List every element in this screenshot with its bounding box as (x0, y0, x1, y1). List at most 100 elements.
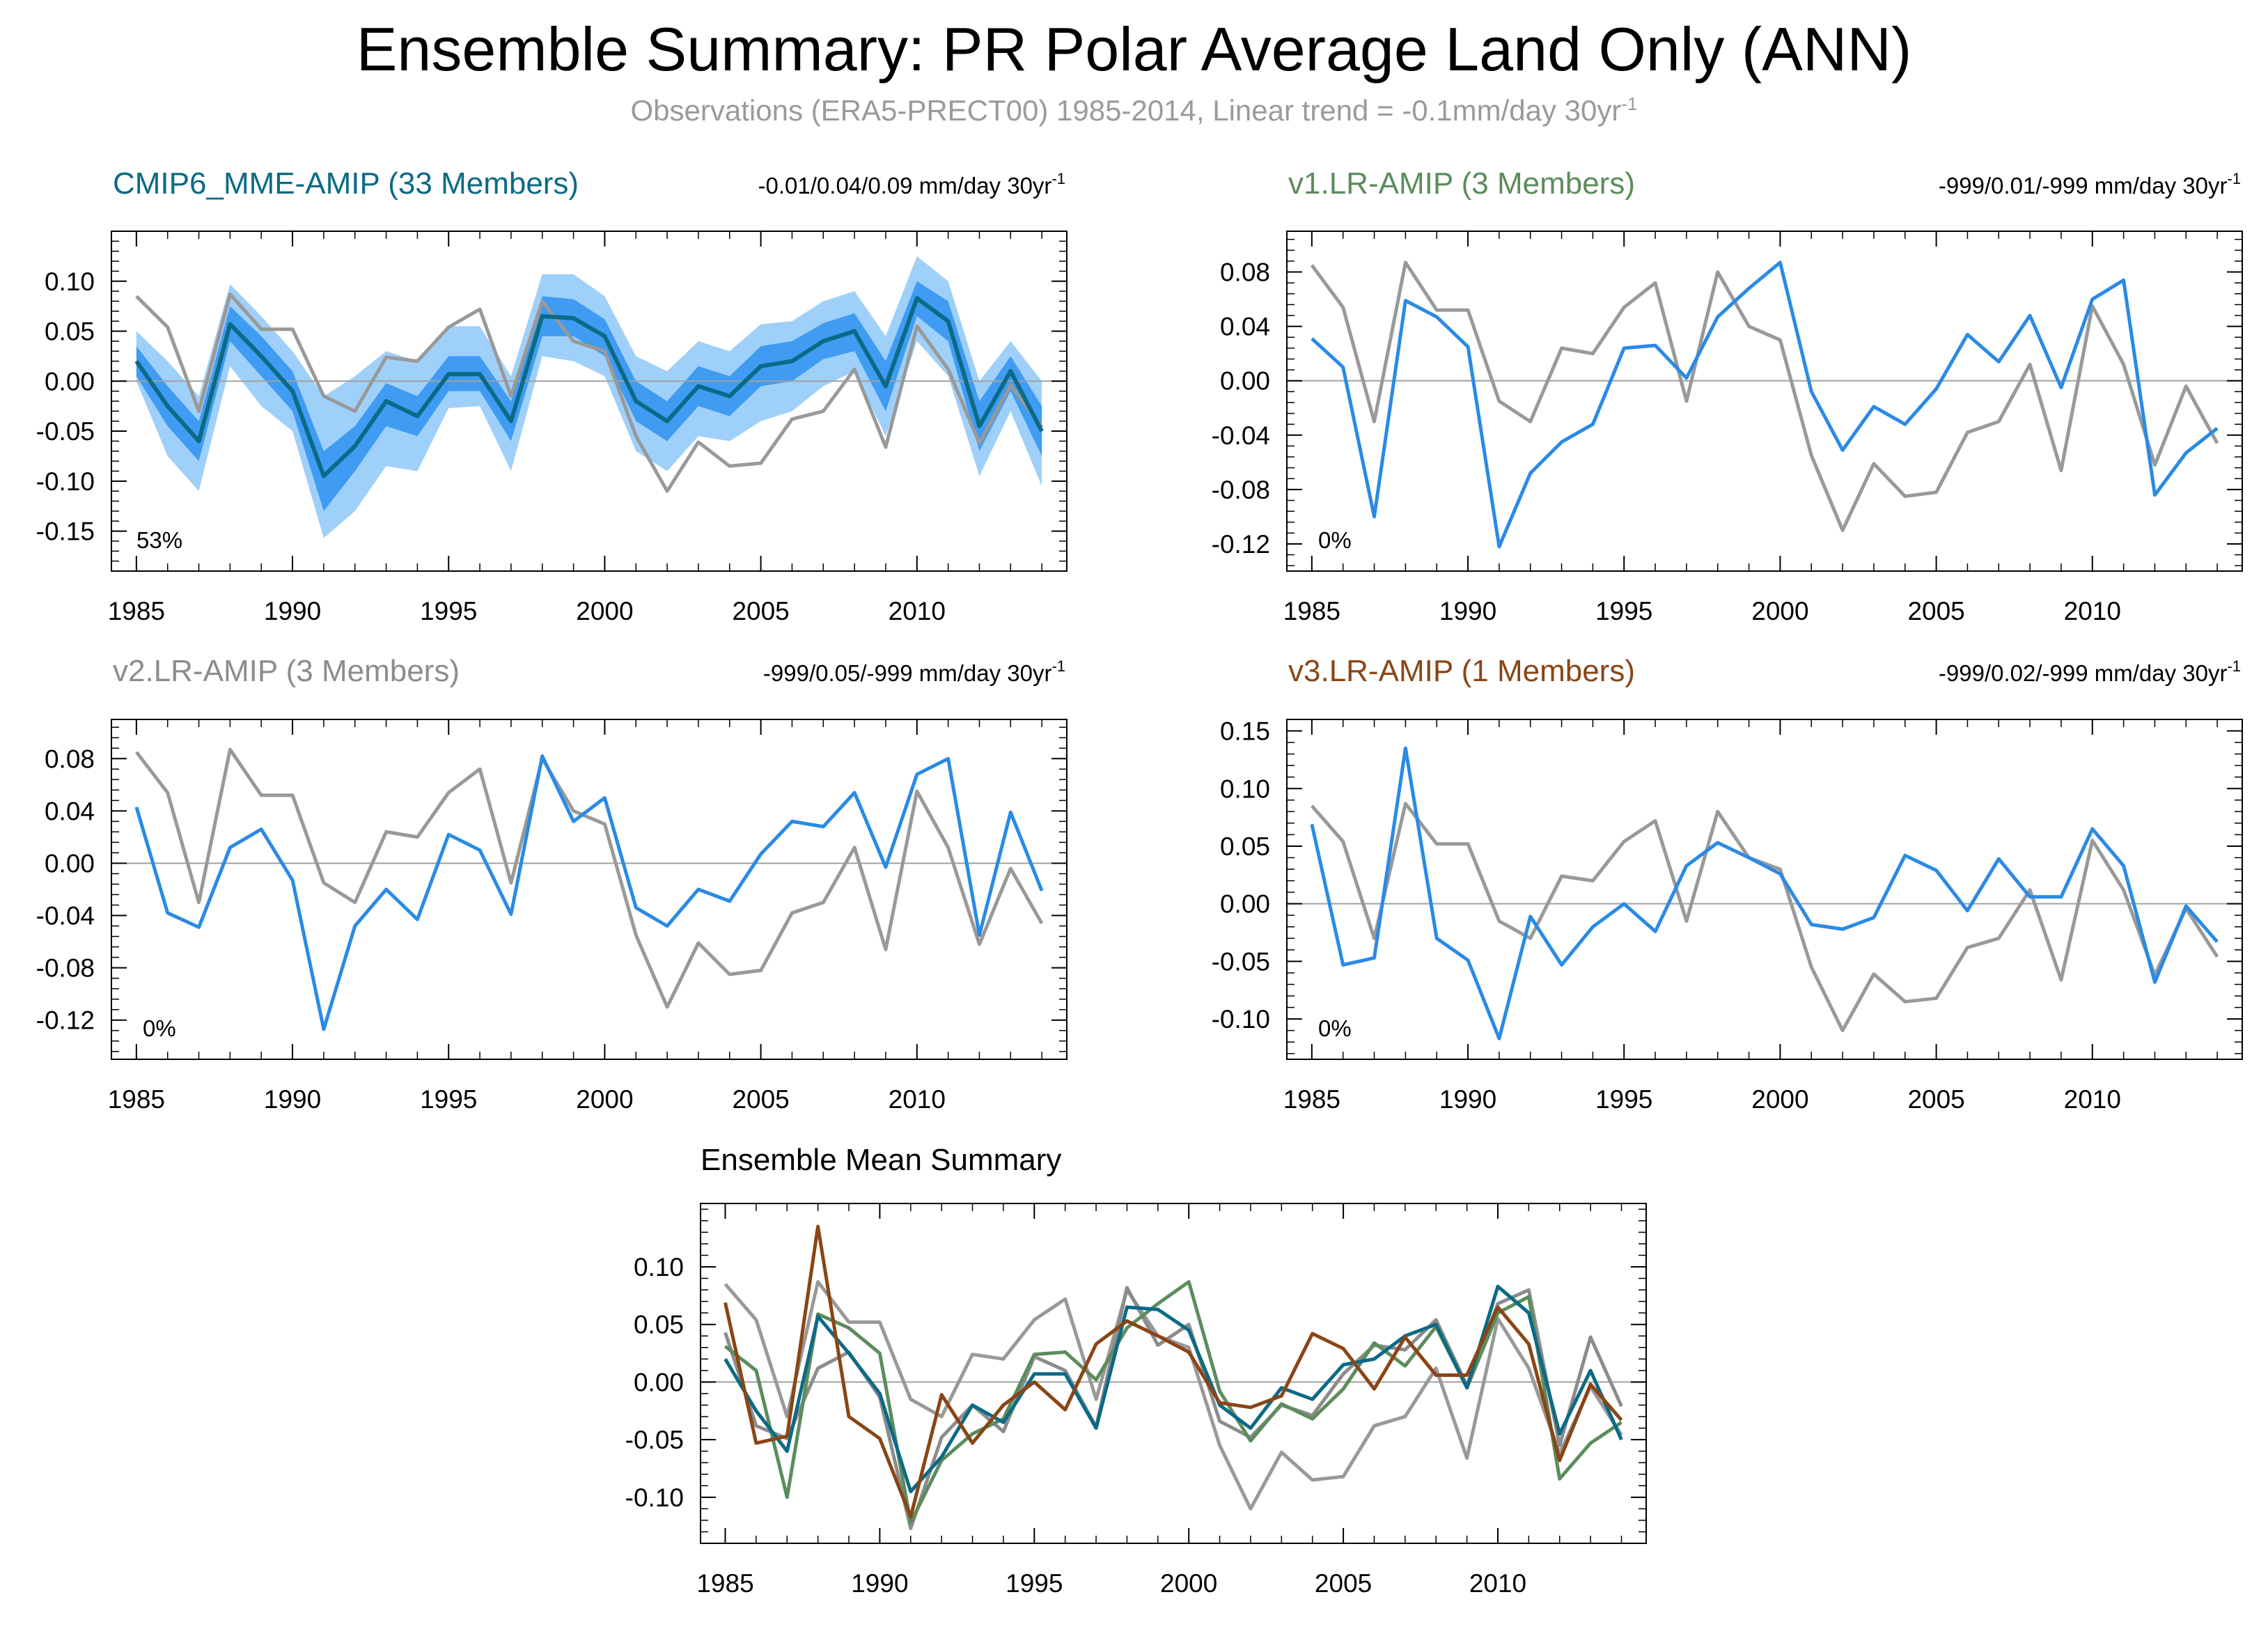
trend-sup: -1 (2227, 657, 2241, 675)
y-tick-label: 0.00 (634, 1368, 684, 1396)
series-line-era5-prect00 (724, 1280, 1623, 1511)
percent-label: 0% (1318, 1015, 1352, 1041)
band-outer (136, 256, 1042, 538)
x-tick-label: 1990 (851, 1569, 908, 1598)
y-tick-label: 0.04 (1220, 313, 1270, 341)
x-tick-label: 2005 (732, 1085, 789, 1114)
percent-label: 53% (136, 527, 182, 553)
x-tick-label: 1990 (264, 597, 321, 625)
x-tick-label: 1995 (1595, 597, 1652, 625)
trend-sup: -1 (1051, 170, 1065, 187)
y-tick-label: 0.05 (634, 1311, 684, 1339)
plot-frame (1286, 231, 2243, 572)
x-tick-label: 1995 (420, 1085, 477, 1114)
x-tick-label: 2010 (889, 1085, 946, 1114)
chart-panel-2: 0.08 0.04 0.00 -0.04 -0.08 -0.12 1985 1990 1995 2… (1212, 166, 2243, 625)
y-tick-label: 0.10 (1220, 774, 1270, 803)
chart-panel-3: 0.08 0.04 0.00 -0.04 -0.08 -0.12 1985 1990 1995 2… (36, 654, 1067, 1114)
percent-label: 0% (143, 1015, 176, 1041)
y-tick-label: -0.05 (1212, 947, 1270, 976)
panel-title: v2.LR-AMIP (3 Members) (113, 654, 460, 688)
trend-sup: -1 (2227, 170, 2241, 187)
plot-frame (1286, 719, 2243, 1060)
panel-title: v1.LR-AMIP (3 Members) (1288, 166, 1635, 201)
trend-text: -999/0.02/-999 mm/day 30yr (1939, 660, 2228, 686)
x-tick-label: 1985 (696, 1569, 753, 1598)
y-tick-label: 0.05 (45, 318, 95, 346)
y-tick-label: -0.04 (36, 902, 95, 930)
panel-title: Ensemble Mean Summary (701, 1143, 1061, 1177)
x-tick-label: 2005 (732, 597, 789, 625)
series-line-cmip6-mme-amip (724, 1284, 1623, 1494)
chart-panel-1: 0.10 0.05 0.00 -0.05 -0.10 -0.15 1985 1990 1995 2… (36, 166, 1067, 625)
x-tick-label: 2000 (576, 1085, 633, 1114)
series-line-ensemble-mean (134, 296, 1044, 478)
y-tick-label: 0.05 (1220, 832, 1270, 861)
trend-text: -999/0.05/-999 mm/day 30yr (763, 660, 1052, 686)
x-tick-label: 1990 (1439, 597, 1496, 625)
x-tick-label: 2000 (1160, 1569, 1217, 1598)
y-tick-label: -0.10 (1212, 1005, 1270, 1034)
x-tick-label: 2010 (889, 597, 946, 625)
panel-title: CMIP6_MME-AMIP (33 Members) (113, 166, 579, 201)
percent-label: 0% (1318, 527, 1352, 553)
x-tick-label: 1985 (1283, 1085, 1340, 1114)
trend-label: -0.01/0.04/0.09 mm/day 30yr-1 (758, 170, 1065, 198)
y-tick-label: -0.10 (36, 467, 95, 496)
subtitle-text: Observations (ERA5-PRECT00) 1985-2014, L… (630, 94, 1622, 127)
y-tick-label: 0.00 (45, 367, 95, 396)
series-line-era5-prect00 (135, 292, 1044, 493)
y-tick-label: -0.12 (1212, 530, 1270, 559)
x-tick-label: 2000 (1751, 597, 1808, 625)
subtitle-sup: -1 (1621, 93, 1638, 114)
y-tick-label: 0.08 (1220, 258, 1270, 287)
trend-sup: -1 (1051, 657, 1065, 675)
y-tick-label: -0.05 (625, 1426, 684, 1454)
figure-title: Ensemble Summary: PR Polar Average Land … (356, 15, 1912, 84)
x-tick-label: 1995 (1006, 1569, 1063, 1598)
plot-frame (111, 719, 1067, 1060)
x-tick-label: 1990 (264, 1085, 321, 1114)
y-tick-label: -0.12 (36, 1006, 95, 1035)
x-tick-label: 2000 (1751, 1085, 1808, 1114)
y-tick-label: -0.08 (36, 954, 95, 983)
series-line-era5-prect00 (134, 747, 1044, 1009)
y-tick-label: 0.10 (634, 1253, 684, 1281)
trend-label: -999/0.05/-999 mm/day 30yr-1 (763, 657, 1065, 686)
figure-subtitle: Observations (ERA5-PRECT00) 1985-2014, L… (0, 93, 2268, 127)
y-tick-label: -0.10 (625, 1483, 684, 1512)
x-tick-label: 2005 (1907, 597, 1964, 625)
x-tick-label: 2005 (1315, 1569, 1372, 1598)
y-tick-label: -0.15 (36, 517, 95, 546)
y-tick-label: 0.10 (45, 267, 95, 296)
series-line-era5-prect00 (1311, 802, 2219, 1033)
trend-label: -999/0.01/-999 mm/day 30yr-1 (1939, 170, 2241, 198)
y-tick-label: -0.04 (1212, 421, 1270, 450)
band-inner (136, 281, 1042, 511)
chart-panel-5: 0.10 0.05 0.00 -0.05 -0.10 1985 1990 1995 2000 20… (625, 1143, 1647, 1598)
x-tick-label: 1985 (1283, 597, 1340, 625)
x-tick-label: 1990 (1439, 1085, 1496, 1114)
panel-title: v3.LR-AMIP (1 Members) (1288, 654, 1635, 688)
y-tick-label: -0.08 (1212, 476, 1270, 504)
x-tick-label: 1985 (108, 597, 165, 625)
y-tick-label: 0.08 (45, 745, 95, 773)
x-tick-label: 2010 (1469, 1569, 1526, 1598)
series-line-v3-lr-amip (724, 1224, 1623, 1519)
x-tick-label: 2005 (1907, 1085, 1964, 1114)
y-tick-label: 0.00 (45, 849, 95, 878)
plot-frame (700, 1203, 1647, 1544)
x-tick-label: 1985 (108, 1085, 165, 1114)
trend-label: -999/0.02/-999 mm/day 30yr-1 (1939, 657, 2241, 686)
trend-text: -999/0.01/-999 mm/day 30yr (1939, 173, 2228, 198)
x-tick-label: 2010 (2064, 597, 2121, 625)
chart-panel-4: 0.15 0.10 0.05 0.00 -0.05 -0.10 1985 1990 1995 20… (1212, 654, 2243, 1114)
series-line-v2-lr-amip (134, 754, 1044, 1031)
x-tick-label: 2010 (2064, 1085, 2121, 1114)
x-tick-label: 1995 (1595, 1085, 1652, 1114)
y-tick-label: 0.04 (45, 797, 95, 825)
trend-text: -0.01/0.04/0.09 mm/day 30yr (758, 173, 1052, 198)
y-tick-label: -0.05 (36, 417, 95, 446)
